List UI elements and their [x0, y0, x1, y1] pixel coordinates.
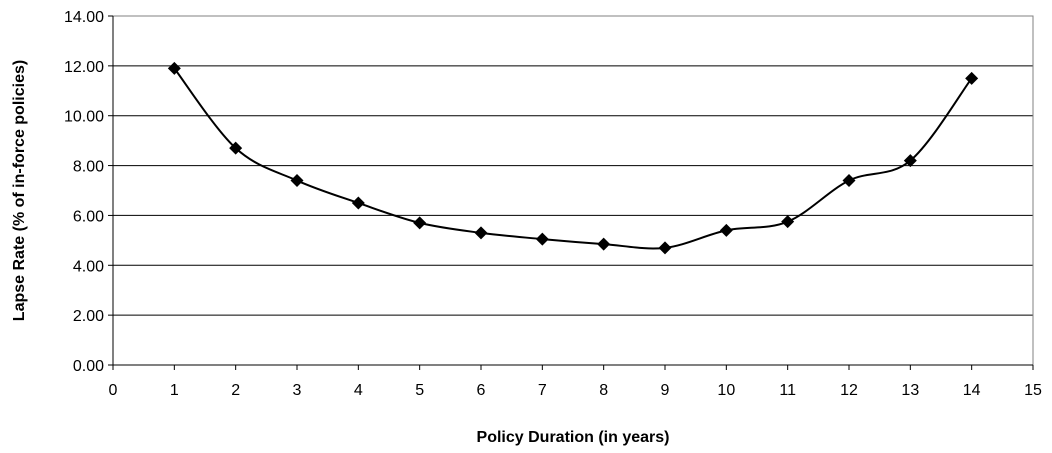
- data-point-10: [719, 223, 733, 237]
- data-point-4: [351, 196, 365, 210]
- data-point-9: [658, 241, 672, 255]
- x-tick-label-13: 13: [901, 382, 919, 399]
- x-tick-label-8: 8: [599, 382, 608, 399]
- y-tick-label-3: 6.00: [73, 208, 104, 225]
- data-point-3: [290, 174, 304, 188]
- x-tick-label-2: 2: [231, 382, 240, 399]
- x-tick-label-15: 15: [1024, 382, 1042, 399]
- data-point-7: [535, 232, 549, 246]
- y-tick-label-5: 10.00: [64, 109, 104, 126]
- data-point-12: [842, 174, 856, 188]
- x-tick-label-9: 9: [661, 382, 670, 399]
- data-point-6: [474, 226, 488, 240]
- y-tick-label-1: 2.00: [73, 308, 104, 325]
- x-tick-label-14: 14: [963, 382, 981, 399]
- x-tick-label-4: 4: [354, 382, 363, 399]
- axes: [112, 16, 1033, 366]
- axis-ticks: [108, 15, 1034, 370]
- series-group: [167, 61, 979, 255]
- x-tick-label-1: 1: [170, 382, 179, 399]
- data-point-5: [413, 216, 427, 230]
- y-tick-label-7: 14.00: [64, 9, 104, 26]
- x-tick-label-0: 0: [109, 382, 118, 399]
- y-tick-label-6: 12.00: [64, 59, 104, 76]
- x-tick-label-5: 5: [415, 382, 424, 399]
- x-tick-label-11: 11: [779, 382, 796, 399]
- y-tick-label-2: 4.00: [73, 258, 104, 275]
- x-axis-title: Policy Duration (in years): [477, 429, 670, 446]
- x-tick-label-3: 3: [293, 382, 302, 399]
- data-point-13: [903, 154, 917, 168]
- y-tick-label-4: 8.00: [73, 159, 104, 176]
- data-point-1: [167, 61, 181, 75]
- x-tick-label-6: 6: [477, 382, 486, 399]
- data-point-14: [965, 71, 979, 85]
- x-tick-label-7: 7: [538, 382, 547, 399]
- data-point-2: [229, 141, 243, 155]
- x-tick-label-10: 10: [717, 382, 735, 399]
- y-axis-title: Lapse Rate (% of in-force policies): [11, 60, 28, 321]
- y-tick-label-0: 0.00: [73, 358, 104, 375]
- x-tick-label-12: 12: [840, 382, 858, 399]
- data-point-8: [597, 237, 611, 251]
- data-point-11: [781, 215, 795, 229]
